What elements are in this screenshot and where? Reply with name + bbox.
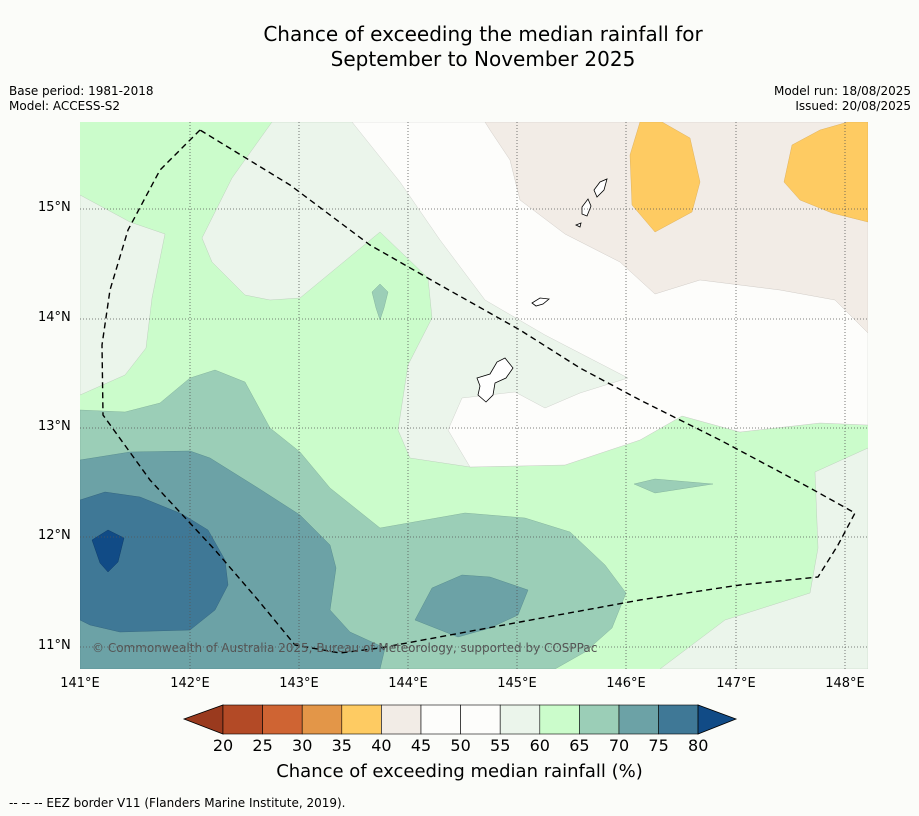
colorbar-tick-label: 25 <box>252 736 273 755</box>
island-guam <box>476 357 514 403</box>
lat-label-15: 15°N <box>38 200 71 215</box>
lon-label-145: 145°E <box>497 676 537 691</box>
lat-label-14: 14°N <box>38 310 71 325</box>
contour-75-80 <box>80 491 229 633</box>
eez-footnote: -- -- -- EEZ border V11 (Flanders Marine… <box>9 796 346 810</box>
meta-right: Model run: 18/08/2025 Issued: 20/08/2025 <box>774 84 911 114</box>
colorbar-bin-60_65 <box>539 704 580 735</box>
island-saipan <box>593 178 608 198</box>
lon-label-144: 144°E <box>388 676 428 691</box>
contour-40-45 <box>484 122 868 334</box>
colorbar-bin-45_50 <box>420 704 461 735</box>
lat-label-12: 12°N <box>38 528 71 543</box>
contour-above-80 <box>91 529 125 573</box>
colorbar-title: Chance of exceeding median rainfall (%) <box>276 761 643 782</box>
contour-35-40-b <box>783 122 868 223</box>
lon-label-143: 143°E <box>279 676 319 691</box>
base-period-text: Base period: 1981-2018 <box>9 84 154 98</box>
lon-label-142: 142°E <box>170 676 210 691</box>
colorbar-bin-75_80 <box>658 704 699 735</box>
colorbar-extend-below <box>182 704 224 735</box>
contour-35-40-a <box>629 122 701 233</box>
island-tinian <box>581 198 592 217</box>
island-aguijan <box>575 222 582 228</box>
colorbar-bin-65_70 <box>579 704 620 735</box>
title-line-1: Chance of exceeding the median rainfall … <box>263 22 703 46</box>
colorbar-bin-70_75 <box>618 704 659 735</box>
lon-label-141: 141°E <box>60 676 100 691</box>
colorbar-bin-30_35 <box>301 704 343 735</box>
colorbar-tick-label: 40 <box>371 736 392 755</box>
issued-text: Issued: 20/08/2025 <box>795 99 911 113</box>
copyright-text: © Commonwealth of Australia 2025, Bureau… <box>92 641 598 655</box>
colorbar-tick-label: 55 <box>490 736 511 755</box>
colorbar <box>182 704 738 735</box>
lat-label-11: 11°N <box>38 638 71 653</box>
colorbar-extend-above <box>697 704 738 735</box>
model-text: Model: ACCESS-S2 <box>9 99 121 113</box>
title-line-2: September to November 2025 <box>330 47 636 71</box>
colorbar-bin-40_45 <box>381 704 422 735</box>
contour-55-60-right <box>659 447 868 669</box>
colorbar-bin-35_40 <box>341 704 382 735</box>
colorbar-tick-label: 65 <box>569 736 590 755</box>
colorbar-tick-label: 75 <box>648 736 669 755</box>
grid-lines <box>80 122 868 669</box>
colorbar-tick-label: 35 <box>331 736 352 755</box>
colorbar-bin-25_30 <box>262 704 303 735</box>
colorbar-tick-label: 30 <box>292 736 313 755</box>
island-rota <box>531 297 550 307</box>
colorbar-tick-label: 45 <box>410 736 432 755</box>
lon-label-147: 147°E <box>716 676 756 691</box>
lat-label-13: 13°N <box>38 419 71 434</box>
colorbar-tick-label: 60 <box>529 736 550 755</box>
lon-label-148: 148°E <box>825 676 865 691</box>
contour-70-75-patch <box>414 574 529 638</box>
colorbar-tick-label: 20 <box>212 736 234 755</box>
chart-title: Chance of exceeding the median rainfall … <box>0 22 919 72</box>
contour-55-60-left <box>80 194 166 396</box>
colorbar-bin-20_25 <box>222 704 263 735</box>
contour-65-70-sliver <box>633 478 714 494</box>
map-area <box>80 122 868 669</box>
contour-65-70-dot <box>371 283 389 321</box>
colorbar-tick-label: 80 <box>688 736 709 755</box>
colorbar-bin-50_55 <box>460 704 501 735</box>
colorbar-bin-55_60 <box>499 704 541 735</box>
model-run-text: Model run: 18/08/2025 <box>773 84 911 98</box>
colorbar-tick-label: 50 <box>450 736 471 755</box>
eez-border <box>101 129 856 654</box>
lon-label-146: 146°E <box>606 676 646 691</box>
colorbar-tick-label: 70 <box>608 736 630 755</box>
meta-left: Base period: 1981-2018 Model: ACCESS-S2 <box>9 84 154 114</box>
